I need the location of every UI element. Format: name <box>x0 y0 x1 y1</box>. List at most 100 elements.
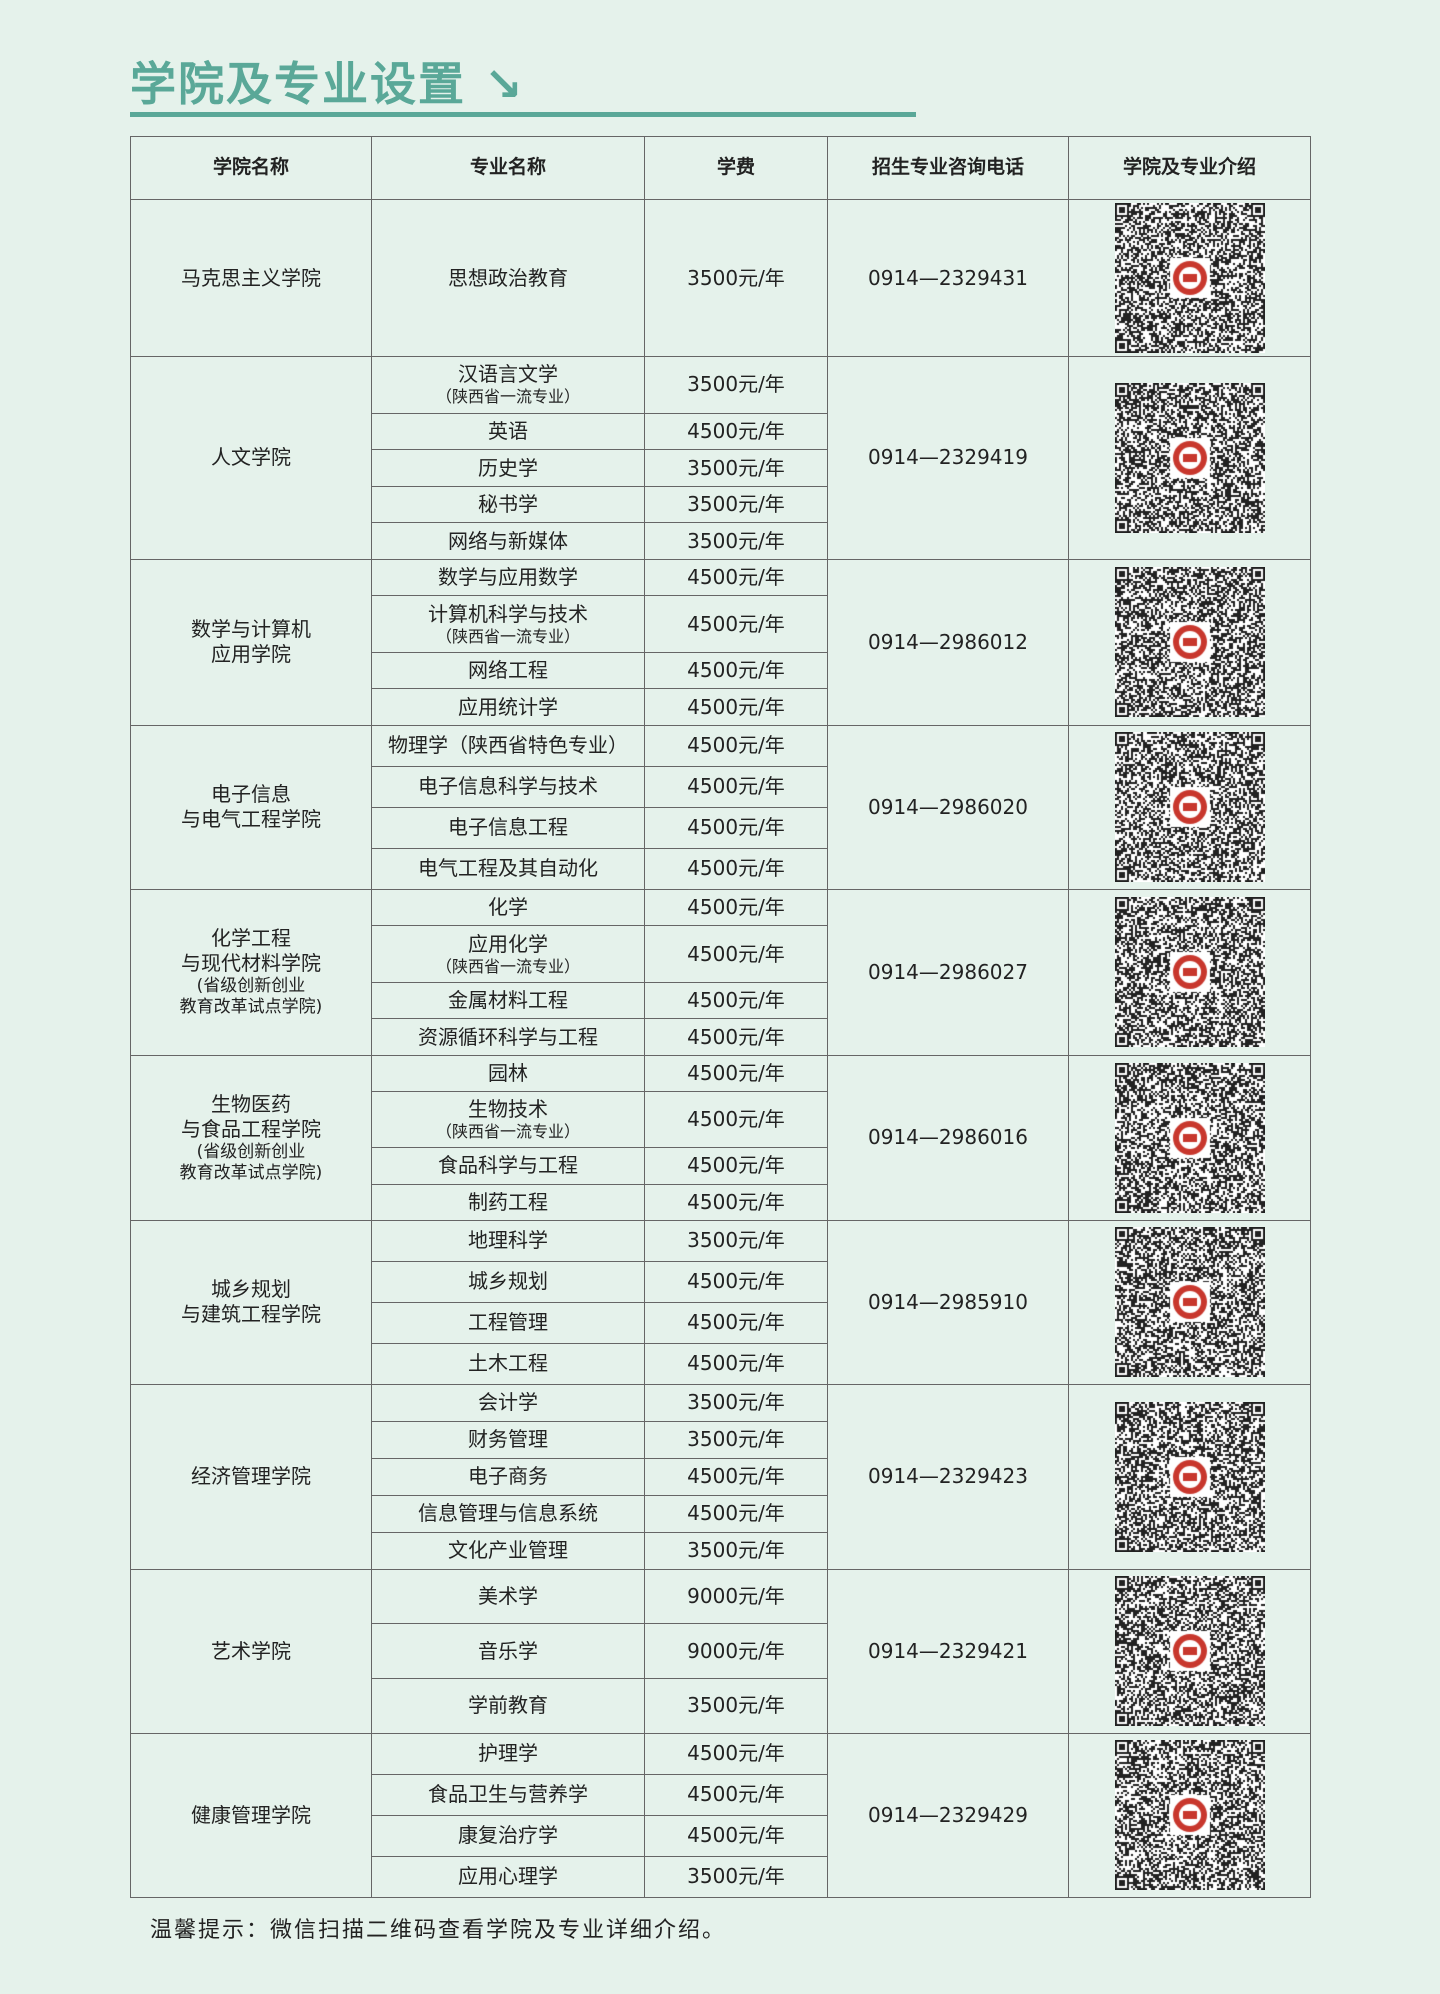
major-cell: 食品卫生与营养学 <box>371 1773 645 1816</box>
major-name: 电子信息科学与技术 <box>418 774 598 799</box>
qr-code-icon[interactable] <box>1114 382 1265 533</box>
fee-value: 4500元/年 <box>687 1060 785 1085</box>
major-cell: 土木工程 <box>371 1342 645 1385</box>
fee-value: 4500元/年 <box>687 733 785 758</box>
qr-code-icon[interactable] <box>1114 897 1265 1048</box>
major-name: 财务管理 <box>468 1427 548 1452</box>
table-row: 信息管理与信息系统 4500元/年 <box>131 1494 1311 1533</box>
major-cell: 金属材料工程 <box>371 981 645 1020</box>
major-name: 音乐学 <box>478 1638 538 1663</box>
fee-value: 9000元/年 <box>687 1584 785 1609</box>
fee-value: 4500元/年 <box>687 1189 785 1214</box>
major-name: 物理学（陕西省特色专业） <box>388 733 628 758</box>
college-name-cell: 城乡规划 与建筑工程学院 <box>130 1219 372 1385</box>
phone-cell: 0914—2329423 <box>827 1383 1069 1570</box>
major-cell: 化学 <box>371 888 645 927</box>
fee-cell: 4500元/年 <box>644 651 828 690</box>
major-cell: 康复治疗学 <box>371 1814 645 1857</box>
college-name: 化学工程 与现代材料学院 <box>181 926 321 976</box>
major-cell: 历史学 <box>371 449 645 487</box>
phone-number: 0914—2986027 <box>868 959 1028 984</box>
major-cell: 工程管理 <box>371 1301 645 1344</box>
major-name: 食品科学与工程 <box>438 1153 578 1178</box>
fee-cell: 4500元/年 <box>644 981 828 1020</box>
table-row: 电子信息科学与技术 4500元/年 <box>131 765 1311 808</box>
table-row: 制药工程 4500元/年 <box>131 1183 1311 1221</box>
major-name: 金属材料工程 <box>448 988 568 1013</box>
major-name: 应用统计学 <box>458 694 558 719</box>
fee-cell: 3500元/年 <box>644 485 828 524</box>
major-name: 土木工程 <box>468 1351 548 1376</box>
major-name: 护理学 <box>478 1741 538 1766</box>
table-row: 应用统计学 4500元/年 <box>131 688 1311 726</box>
fee-value: 4500元/年 <box>687 1741 785 1766</box>
phone-cell: 0914—2329419 <box>827 356 1069 560</box>
major-cell: 食品科学与工程 <box>371 1147 645 1185</box>
qr-cell <box>1068 558 1311 726</box>
fee-cell: 4500元/年 <box>644 765 828 808</box>
fee-cell: 4500元/年 <box>644 1773 828 1816</box>
major-name: 资源循环科学与工程 <box>418 1024 598 1049</box>
college-name-cell: 健康管理学院 <box>130 1732 372 1898</box>
college-name-cell: 人文学院 <box>130 356 372 560</box>
college-note: (省级创新创业 教育改革试点学院) <box>179 976 323 1018</box>
fee-value: 4500元/年 <box>687 565 785 590</box>
qr-code-icon[interactable] <box>1114 1062 1265 1213</box>
major-cell: 制药工程 <box>371 1183 645 1221</box>
page-title: 学院及专业设置 ↘ <box>130 57 525 111</box>
major-cell: 网络与新媒体 <box>371 522 645 560</box>
table-row: 学前教育 3500元/年 <box>131 1678 1311 1734</box>
qr-cell <box>1068 724 1311 890</box>
major-name: 应用心理学 <box>458 1864 558 1889</box>
qr-code-icon[interactable] <box>1114 203 1265 353</box>
fee-value: 3500元/年 <box>687 455 785 480</box>
fee-value: 3500元/年 <box>687 1427 785 1452</box>
qr-code-icon[interactable] <box>1114 1576 1265 1727</box>
major-note: （陕西省一流专业） <box>435 956 580 976</box>
major-cell: 应用统计学 <box>371 688 645 726</box>
major-name: 电子信息工程 <box>448 815 568 840</box>
table-row: 英语 4500元/年 <box>131 412 1311 451</box>
qr-code-icon[interactable] <box>1114 567 1265 718</box>
major-cell: 汉语言文学 （陕西省一流专业） <box>371 356 645 414</box>
fee-value: 3500元/年 <box>687 492 785 517</box>
qr-code-icon[interactable] <box>1114 732 1265 883</box>
fee-value: 9000元/年 <box>687 1638 785 1663</box>
qr-code-icon[interactable] <box>1114 1740 1265 1891</box>
qr-code-icon[interactable] <box>1114 1227 1265 1378</box>
major-name: 网络工程 <box>468 658 548 683</box>
major-name: 地理科学 <box>468 1228 548 1253</box>
major-cell: 电子信息科学与技术 <box>371 765 645 808</box>
fee-value: 3500元/年 <box>687 372 785 397</box>
fee-cell: 4500元/年 <box>644 925 828 983</box>
major-name: 秘书学 <box>478 492 538 517</box>
fee-value: 4500元/年 <box>687 418 785 443</box>
table-row: 康复治疗学 4500元/年 <box>131 1814 1311 1857</box>
college-name: 艺术学院 <box>211 1638 291 1663</box>
table-row: 电子信息工程 4500元/年 <box>131 806 1311 849</box>
fee-value: 3500元/年 <box>687 1228 785 1253</box>
major-name: 化学 <box>488 895 528 920</box>
footer-tip: 温馨提示：微信扫描二维码查看学院及专业详细介绍。 <box>150 1918 727 1943</box>
qr-code-icon[interactable] <box>1114 1401 1265 1552</box>
major-name: 汉语言文学 <box>458 362 558 387</box>
table-row: 马克思主义学院 思想政治教育 3500元/年 0914—2329431 <box>130 199 1311 357</box>
table-row: 资源循环科学与工程 4500元/年 <box>131 1018 1311 1056</box>
major-cell: 秘书学 <box>371 485 645 524</box>
phone-number: 0914—2329421 <box>868 1638 1028 1663</box>
table-row: 音乐学 9000元/年 <box>131 1623 1311 1680</box>
fee-value: 4500元/年 <box>687 895 785 920</box>
fee-cell: 4500元/年 <box>644 1457 828 1496</box>
fee-value: 4500元/年 <box>687 988 785 1013</box>
major-name: 美术学 <box>478 1584 538 1609</box>
table-row: 计算机科学与技术 （陕西省一流专业） 4500元/年 <box>131 595 1311 653</box>
fee-cell: 4500元/年 <box>644 1183 828 1221</box>
major-cell: 数学与应用数学 <box>371 558 645 597</box>
table-row: 电子商务 4500元/年 <box>131 1457 1311 1496</box>
fee-value: 4500元/年 <box>687 774 785 799</box>
phone-number: 0914—2986012 <box>868 629 1028 654</box>
major-cell: 资源循环科学与工程 <box>371 1018 645 1056</box>
fee-value: 4500元/年 <box>687 1501 785 1526</box>
fee-value: 4500元/年 <box>687 1107 785 1132</box>
table-row: 网络工程 4500元/年 <box>131 651 1311 690</box>
